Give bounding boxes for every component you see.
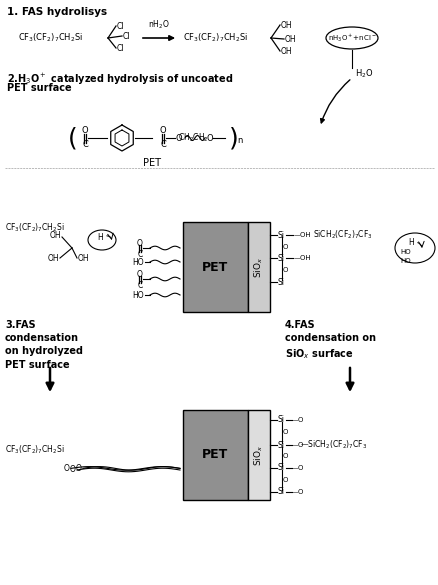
Text: O: O — [81, 126, 88, 135]
Text: PET: PET — [202, 260, 228, 274]
Text: Si: Si — [277, 441, 284, 449]
Bar — [247, 410, 269, 500]
Text: C: C — [160, 139, 166, 149]
Text: Si: Si — [277, 415, 284, 425]
Text: Si: Si — [277, 487, 284, 497]
Text: nH$_3$O$^+$+nCl$^-$: nH$_3$O$^+$+nCl$^-$ — [327, 32, 375, 44]
Text: HO: HO — [132, 291, 144, 300]
Text: O: O — [283, 477, 288, 483]
Text: H$_2$O: H$_2$O — [354, 67, 373, 80]
Text: Si: Si — [277, 230, 284, 239]
Text: O: O — [159, 126, 166, 135]
Text: —OH: —OH — [293, 255, 311, 261]
Text: Cl: Cl — [117, 22, 124, 30]
Text: HO: HO — [399, 258, 410, 264]
Text: PET: PET — [143, 158, 161, 168]
Text: $($: $($ — [67, 125, 77, 151]
Text: OH: OH — [78, 253, 89, 263]
Text: Cl: Cl — [123, 32, 130, 40]
Text: O: O — [64, 464, 70, 473]
Text: O: O — [70, 466, 76, 474]
Text: —O: —O — [291, 442, 304, 448]
Text: 4.FAS
condensation on
SiO$_x$ surface: 4.FAS condensation on SiO$_x$ surface — [284, 320, 375, 361]
Text: CF$_3$(CF$_2$)$_7$CH$_2$Si: CF$_3$(CF$_2$)$_7$CH$_2$Si — [5, 222, 64, 234]
Text: n: n — [237, 136, 242, 145]
Text: nH$_2$O: nH$_2$O — [148, 19, 170, 31]
Text: O: O — [137, 270, 143, 278]
Bar — [183, 222, 247, 312]
Text: 3.FAS
condensation
on hydrolyzed
PET surface: 3.FAS condensation on hydrolyzed PET sur… — [5, 320, 83, 370]
Text: CF$_3$(CF$_2$)$_7$CH$_2$Si: CF$_3$(CF$_2$)$_7$CH$_2$Si — [18, 32, 83, 44]
Text: CF$_3$(CF$_2$)$_7$CH$_2$Si: CF$_3$(CF$_2$)$_7$CH$_2$Si — [5, 444, 64, 456]
Text: O: O — [283, 453, 288, 459]
Text: $)$: $)$ — [227, 125, 237, 151]
Text: C: C — [137, 249, 142, 259]
Text: HO: HO — [399, 249, 410, 255]
Bar — [183, 410, 247, 500]
Text: H: H — [97, 232, 102, 242]
Text: Si: Si — [277, 277, 284, 287]
Text: O: O — [137, 239, 143, 247]
Text: O: O — [283, 429, 288, 435]
Text: 2.H$_3$O$^+$ catalyzed hydrolysis of uncoated: 2.H$_3$O$^+$ catalyzed hydrolysis of unc… — [7, 72, 233, 87]
Text: OH: OH — [284, 35, 296, 43]
Text: PET: PET — [202, 449, 228, 462]
Text: H: H — [407, 238, 413, 246]
Text: SiO$_x$: SiO$_x$ — [252, 445, 265, 466]
Text: O: O — [206, 133, 213, 143]
Text: —O: —O — [291, 465, 304, 471]
Text: Cl: Cl — [117, 43, 124, 53]
Text: C: C — [82, 139, 88, 149]
Text: C: C — [137, 280, 142, 290]
Text: SiO$_x$: SiO$_x$ — [252, 256, 265, 278]
Text: OH: OH — [280, 46, 292, 56]
Text: O: O — [283, 267, 288, 273]
Text: OH: OH — [47, 253, 59, 263]
Text: PET surface: PET surface — [7, 83, 71, 93]
Text: OH: OH — [280, 20, 292, 29]
Text: —SiCH$_2$(CF$_2$)$_7$CF$_3$: —SiCH$_2$(CF$_2$)$_7$CF$_3$ — [299, 439, 367, 451]
Text: SiCH$_2$(CF$_2$)$_7$CF$_3$: SiCH$_2$(CF$_2$)$_7$CF$_3$ — [312, 229, 372, 241]
Text: —O: —O — [291, 417, 304, 423]
Text: O: O — [283, 243, 288, 249]
Text: 1. FAS hydrolisys: 1. FAS hydrolisys — [7, 7, 107, 17]
Text: Si: Si — [277, 463, 284, 473]
Text: CH$_2$CH$_2$: CH$_2$CH$_2$ — [177, 131, 208, 143]
Text: HO: HO — [132, 257, 144, 267]
Text: CF$_3$(CF$_2$)$_7$CH$_2$Si: CF$_3$(CF$_2$)$_7$CH$_2$Si — [183, 32, 247, 44]
Text: Si: Si — [277, 253, 284, 263]
Text: O: O — [76, 464, 82, 473]
Text: —OH: —OH — [293, 232, 311, 238]
Text: —O: —O — [291, 489, 304, 495]
Text: OH: OH — [49, 230, 61, 239]
Bar — [247, 222, 269, 312]
Text: O: O — [175, 133, 182, 143]
